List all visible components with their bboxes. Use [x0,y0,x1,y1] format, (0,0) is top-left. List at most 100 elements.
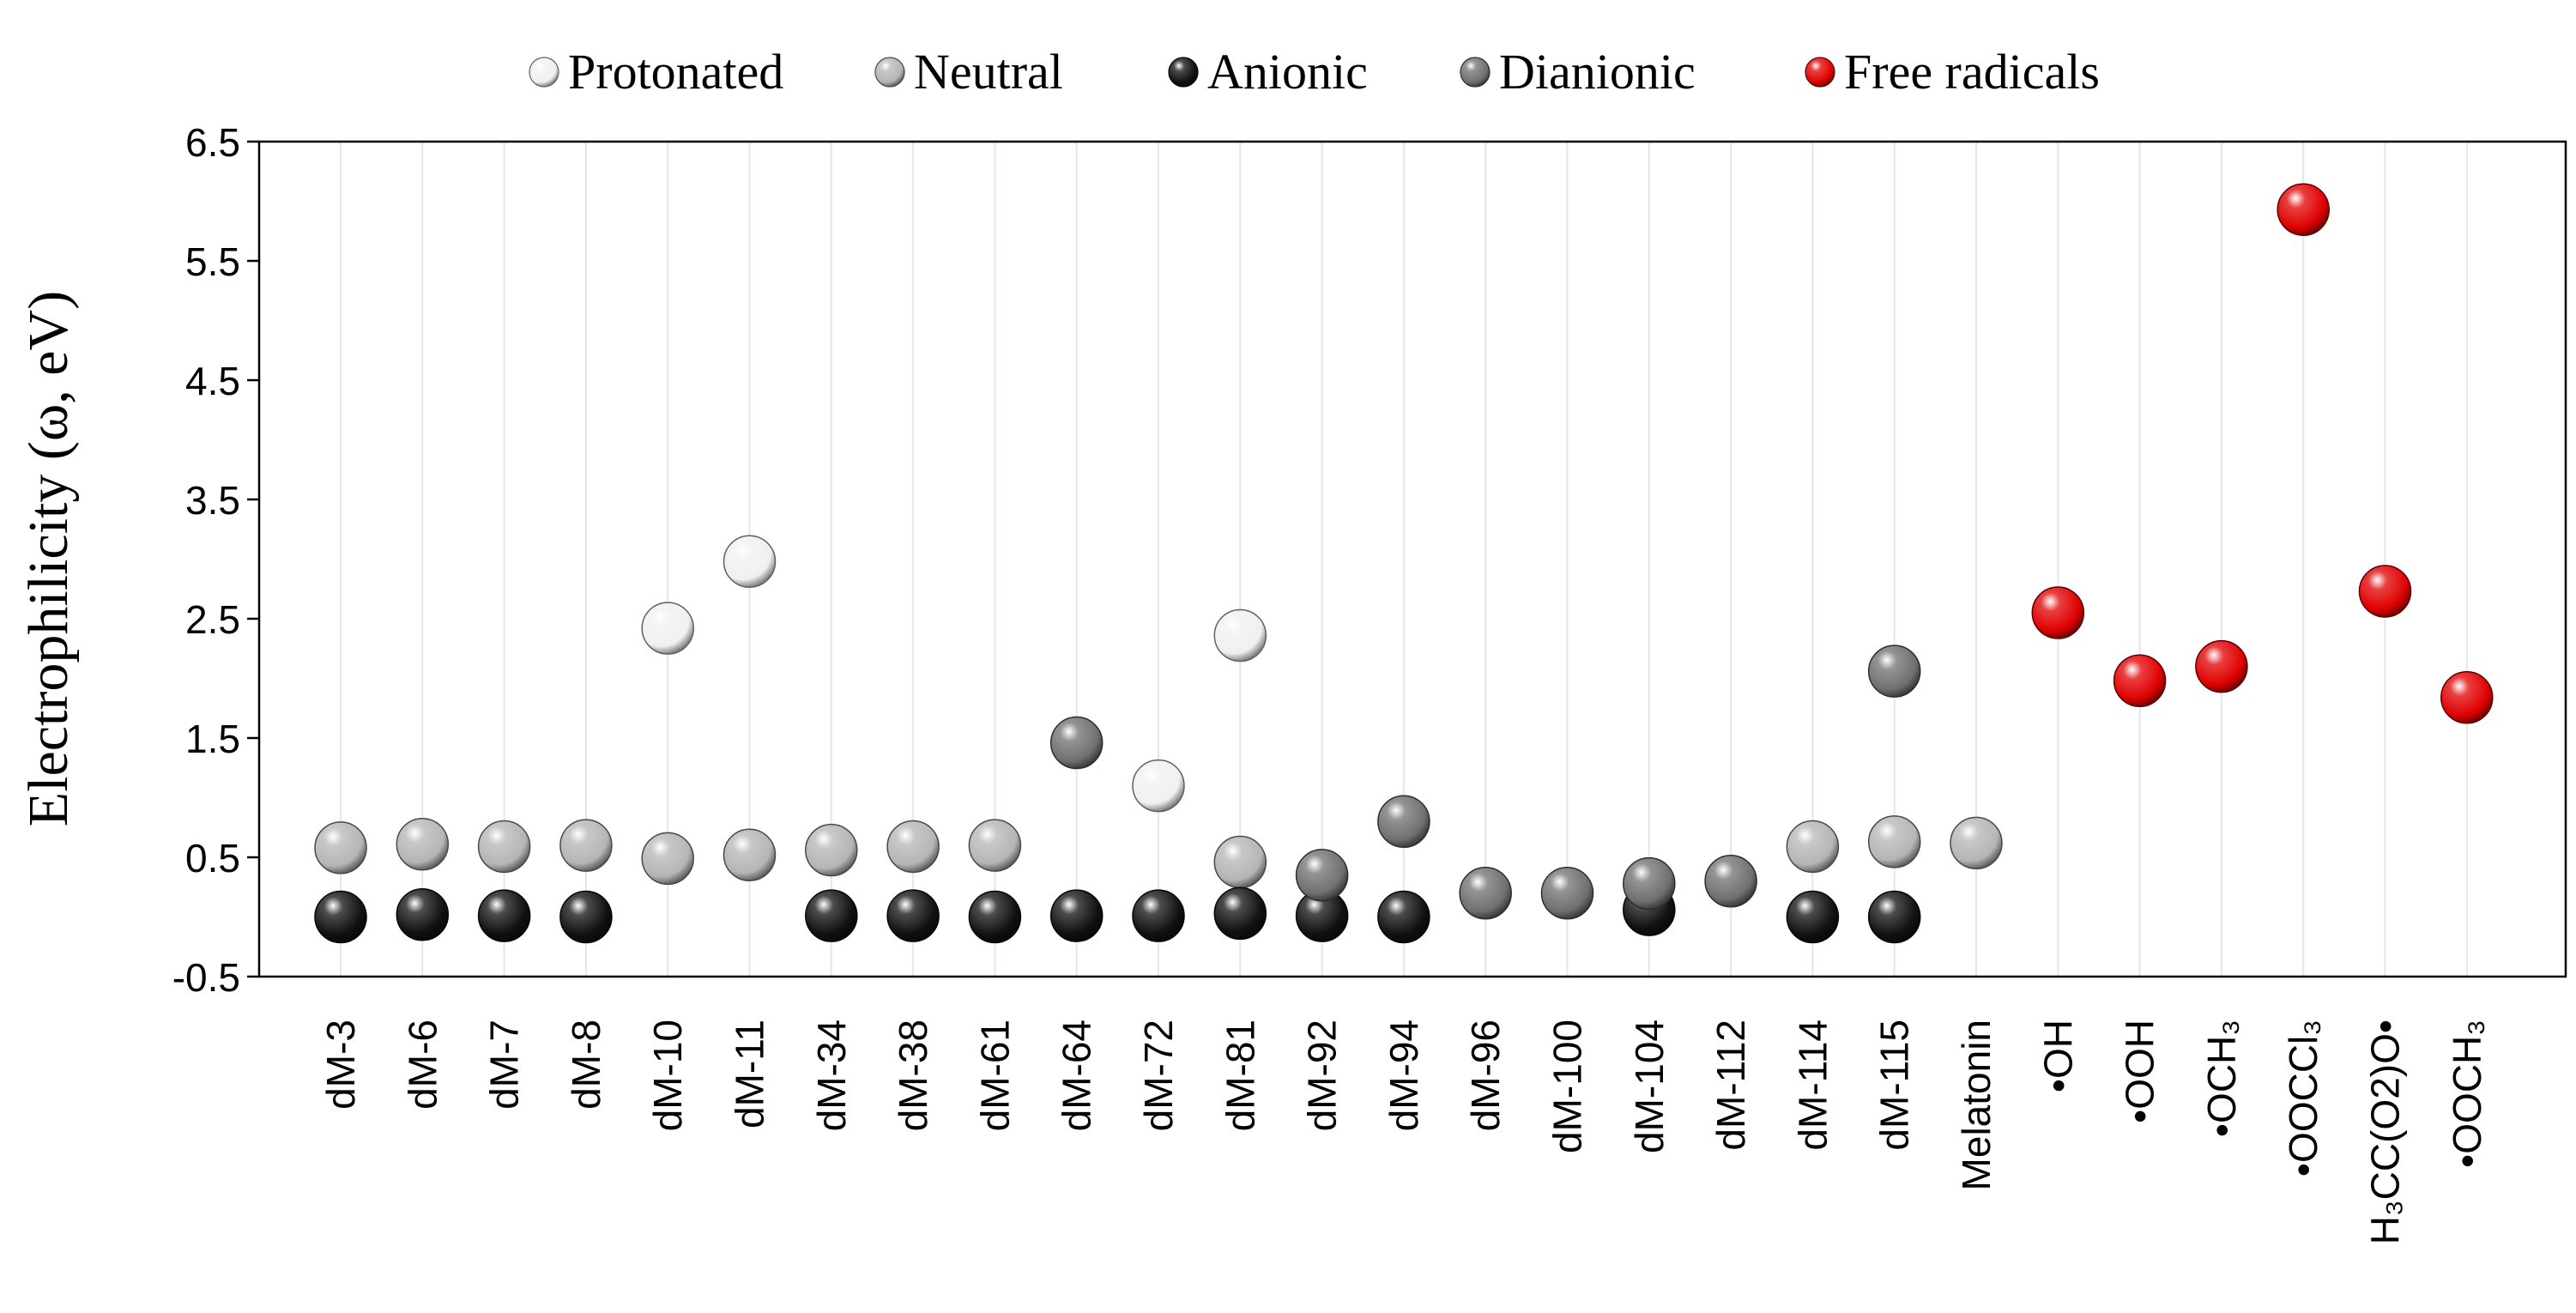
point-protonated-dm-81 [1213,608,1267,663]
legend-marker-anionic [1168,57,1199,88]
y-tick-label: 2.5 [185,597,240,642]
x-tick-label-dm-104: dM-104 [1627,1020,1672,1153]
point-dianionic-dm-115 [1867,644,1921,698]
point-neutral-dm-10 [641,832,694,886]
x-tick-label-dm-10: dM-10 [645,1020,690,1131]
x-tick-label-oh: •OH [2035,1020,2080,1092]
point-neutral-dm-114 [1786,820,1840,874]
point-anionic-dm-8 [559,890,613,944]
x-tick-label-h-cc-o2-o: H₃CC(O2)O• [2363,1020,2408,1244]
x-tick-label-dm-115: dM-115 [1872,1020,1917,1151]
x-tick-label-dm-34: dM-34 [809,1020,854,1131]
legend-item-dianionic: Dianionic [1460,44,1696,100]
point-anionic-dm-6 [396,887,450,941]
point-protonated-dm-11 [723,535,777,589]
y-tick-label: -0.5 [172,955,240,1000]
point-anionic-dm-38 [886,889,940,942]
point-dianionic-dm-96 [1459,866,1512,920]
y-axis: 6.5 5.5 4.5 3.5 2.5 1.5 0.5 -0.5 [172,120,259,1000]
point-protonated-dm-10 [641,602,694,655]
y-tick-label: 3.5 [185,478,240,523]
point-neutral-dm-38 [886,820,940,874]
data-points [314,183,2494,944]
point-free-radicals-oh [2031,586,2085,639]
point-free-radicals-ooh [2113,654,2167,708]
x-tick-label-och: •OCH₃ [2199,1020,2244,1137]
point-dianionic-dm-100 [1540,866,1594,920]
point-free-radicals-ooccl [2277,183,2330,236]
legend-item-free-radicals: Free radicals [1805,44,2100,100]
x-tick-label-dm-11: dM-11 [728,1020,772,1128]
point-free-radicals-h-cc-o2-o [2358,565,2412,618]
point-neutral-dm-34 [805,823,858,877]
point-free-radicals-och [2195,639,2248,693]
x-tick-label-ooh: •OOH [2118,1020,2162,1123]
x-tick-label-dm-7: dM-7 [482,1020,527,1110]
legend-label-free-radicals: Free radicals [1844,44,2100,100]
x-tick-label-dm-38: dM-38 [891,1020,935,1131]
legend-label-protonated: Protonated [568,44,783,100]
y-tick-label: 1.5 [185,717,240,761]
point-dianionic-dm-104 [1623,856,1676,911]
legend-item-anionic: Anionic [1168,44,1368,100]
point-anionic-dm-7 [477,889,531,942]
point-anionic-dm-61 [968,890,1022,944]
y-tick-label: 5.5 [185,239,240,284]
point-anionic-dm-115 [1867,890,1921,944]
x-tick-label-dm-72: dM-72 [1136,1020,1181,1131]
x-tick-label-dm-8: dM-8 [564,1020,608,1110]
legend-item-neutral: Neutral [874,44,1063,100]
legend-label-neutral: Neutral [914,44,1063,100]
x-tick-label-dm-114: dM-114 [1790,1020,1835,1151]
x-tick-label-dm-92: dM-92 [1300,1020,1345,1131]
legend-marker-free-radicals [1805,57,1835,88]
point-neutral-dm-115 [1867,815,1921,868]
y-axis-label: Electrophilicity (ω, eV) [17,291,80,826]
plot-area [257,140,2567,978]
x-tick-label-dm-3: dM-3 [318,1020,363,1110]
point-anionic-dm-114 [1786,890,1840,944]
x-tick-label-dm-100: dM-100 [1545,1020,1590,1153]
point-dianionic-dm-92 [1295,849,1349,902]
point-neutral-melatonin [1950,816,2003,870]
point-anionic-dm-94 [1377,890,1430,944]
legend: Protonated Neutral Anionic Dianionic Free ra… [529,44,2100,100]
point-dianionic-dm-64 [1049,716,1104,770]
x-tick-label-dm-64: dM-64 [1055,1020,1099,1131]
legend-marker-protonated [529,57,559,88]
legend-label-anionic: Anionic [1207,44,1368,100]
x-tick-label-melatonin: Melatonin [1954,1020,1999,1190]
x-tick-label-ooccl: •OOCCl₃ [2281,1020,2325,1177]
point-neutral-dm-3 [314,821,367,874]
legend-label-dianionic: Dianionic [1499,44,1696,100]
x-tick-label-dm-96: dM-96 [1463,1020,1508,1131]
point-neutral-dm-81 [1213,835,1267,889]
point-neutral-dm-6 [396,817,450,871]
point-protonated-dm-72 [1132,759,1185,813]
point-anionic-dm-72 [1132,889,1185,942]
legend-marker-dianionic [1460,57,1491,88]
point-anionic-dm-81 [1213,886,1267,941]
x-tick-label-dm-112: dM-112 [1708,1020,1753,1151]
legend-marker-neutral [874,57,905,88]
x-tick-label-ooch: •OOCH₃ [2445,1020,2489,1168]
y-tick-label: 6.5 [185,120,240,165]
x-tick-label-dm-94: dM-94 [1382,1020,1426,1131]
point-anionic-dm-3 [314,890,367,944]
point-neutral-dm-61 [968,819,1022,872]
x-axis: dM-3 dM-6 dM-7 dM-8 dM-10 dM-11 dM-34 dM-38 dM-6… [318,1020,2489,1244]
point-free-radicals-ooch [2440,670,2494,724]
legend-item-protonated: Protonated [529,44,783,100]
x-tick-label-dm-6: dM-6 [400,1020,444,1110]
x-tick-label-dm-61: dM-61 [972,1020,1017,1131]
point-anionic-dm-34 [805,889,858,942]
x-tick-label-dm-81: dM-81 [1218,1020,1262,1131]
point-neutral-dm-11 [723,828,777,881]
y-tick-label: 4.5 [185,359,240,403]
point-anionic-dm-64 [1049,889,1104,942]
point-dianionic-dm-94 [1377,795,1430,849]
point-dianionic-dm-112 [1704,855,1757,908]
point-neutral-dm-8 [559,819,613,872]
y-tick-label: 0.5 [185,836,240,880]
